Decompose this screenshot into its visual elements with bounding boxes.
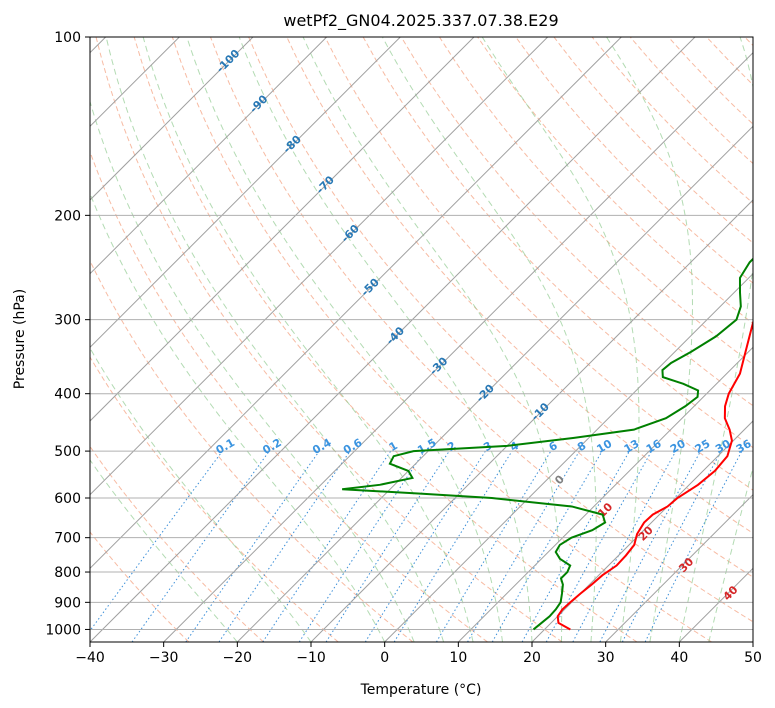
moist-adiabat-line [90, 459, 238, 642]
x-tick-label: 10 [449, 650, 467, 666]
y-tick-label: 500 [54, 444, 81, 460]
x-tick-label: −10 [296, 650, 326, 666]
isotherm-line [236, 125, 753, 642]
isotherm-line [90, 37, 696, 642]
y-tick-label: 700 [54, 531, 81, 547]
isotherm-line [384, 272, 753, 642]
x-axis: −40 −30 −20 −10 0 10 20 30 40 50 [75, 642, 762, 666]
dry-adiabat-line [210, 37, 753, 623]
moist-adiabat-line [90, 99, 415, 642]
mixing-ratio-line [218, 450, 351, 642]
moist-adiabat-line [90, 192, 386, 642]
isotherm-line [90, 37, 549, 496]
plot-frame [89, 36, 754, 643]
dry-adiabat-line [439, 37, 753, 366]
x-tick-label: 50 [744, 650, 762, 666]
mixing-ratio-line [545, 450, 653, 642]
chart-title: wetPf2_GN04.2025.337.07.38.E29 [283, 11, 558, 31]
mixing-ratio-line [131, 450, 270, 642]
x-tick-label: 30 [597, 650, 615, 666]
isotherm-line [90, 37, 401, 349]
y-tick-label: 900 [54, 595, 81, 611]
plot-area: -100-90-80-70-60-50-40-30-20-100.1 0.2 0.4… [90, 37, 754, 642]
dry-adiabats [90, 37, 753, 642]
y-tick-label: 600 [54, 491, 81, 507]
y-tick-label: 800 [54, 565, 81, 581]
dry-adiabat-line [248, 37, 753, 578]
dry-adiabat-line [400, 37, 753, 407]
mixing-ratio-line [644, 450, 743, 642]
dry-adiabat-line [324, 37, 753, 491]
mixing-ratio-lines [90, 450, 743, 642]
isotherm-line [605, 493, 753, 642]
mixing-ratio-line [298, 450, 425, 642]
dry-adiabat-line [171, 37, 712, 642]
x-tick-label: −30 [149, 650, 179, 666]
y-tick-label: 100 [54, 30, 81, 46]
dry-adiabat-line [90, 150, 488, 642]
dry-adiabat-line [133, 37, 638, 642]
y-axis: 100 200 300 400 500 600 700 800 900 1000 [45, 30, 90, 638]
mixing-ratio-line [90, 450, 223, 632]
moist-adiabat-line [186, 37, 504, 642]
isotherm-line [310, 199, 753, 642]
isotherm-line [90, 37, 622, 570]
x-tick-label: −20 [223, 650, 253, 666]
isotherm-line [531, 420, 753, 642]
dry-adiabat-line [90, 531, 190, 642]
y-axis-label: Pressure (hPa) [12, 289, 28, 389]
dewpoint-line [342, 257, 753, 631]
y-tick-label: 300 [54, 313, 81, 329]
y-tick-label: 1000 [45, 622, 81, 638]
moist-adiabat-line [381, 37, 597, 642]
x-tick-label: 20 [523, 650, 541, 666]
x-tick-label: 0 [380, 650, 389, 666]
mixing-ratio-line [325, 450, 450, 642]
moist-adiabat-line [481, 37, 640, 642]
isotherm-line [90, 37, 328, 275]
skewed-isotherms [90, 37, 753, 642]
mixing-ratio-line [393, 450, 513, 642]
mixing-ratio-line [262, 450, 392, 642]
moist-adiabat-line [238, 37, 533, 642]
x-tick-label: 40 [670, 650, 688, 666]
isotherm-line [163, 51, 753, 642]
isotherm-line [90, 37, 254, 201]
isotherm-line [90, 37, 475, 422]
dry-adiabat-line [515, 37, 753, 284]
mixing-ratio-line [572, 450, 677, 642]
y-tick-label: 200 [54, 208, 81, 224]
x-tick-label: −40 [75, 650, 105, 666]
isotherm-line [457, 346, 753, 642]
moist-adiabat-line [678, 37, 753, 642]
dry-adiabat-line [90, 356, 339, 642]
x-axis-label: Temperature (°C) [360, 682, 482, 698]
mixing-ratio-label: 36 [734, 437, 754, 456]
y-tick-label: 400 [54, 387, 81, 403]
dry-adiabat-line [95, 37, 563, 642]
moist-adiabat-line [606, 37, 693, 642]
dry-adiabat-line [90, 445, 264, 642]
temperature-line [556, 319, 753, 631]
mixing-ratio-line [521, 450, 630, 642]
pressure-gridlines [90, 37, 753, 630]
mixing-ratio-line [185, 450, 320, 642]
moist-adiabat-line [708, 465, 753, 642]
moist-adiabats [90, 37, 753, 642]
moist-adiabat-line [142, 37, 474, 642]
